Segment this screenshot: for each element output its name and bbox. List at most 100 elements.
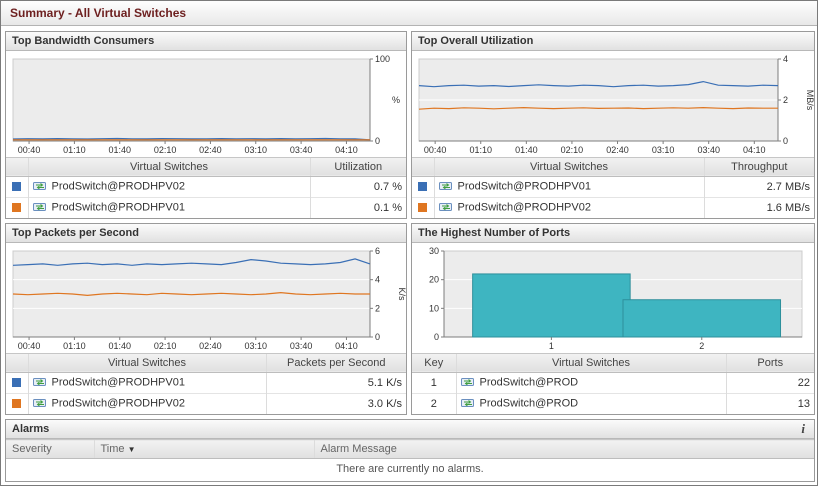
col-alarm-message[interactable]: Alarm Message xyxy=(313,439,814,459)
switch-link[interactable]: ProdSwitch@PROD xyxy=(479,376,579,389)
svg-text:04:10: 04:10 xyxy=(335,145,358,155)
switch-link[interactable]: ProdSwitch@PRODHPV01 xyxy=(51,376,185,389)
table-header-row: Virtual Switches Packets per Second xyxy=(6,352,406,373)
col-time[interactable]: Time ▼ xyxy=(93,439,314,459)
table-row[interactable]: ProdSwitch@PRODHPV02 3.0 K/s xyxy=(6,392,406,414)
page-title: Summary - All Virtual Switches xyxy=(10,6,187,20)
col-time-label: Time xyxy=(100,443,125,455)
svg-text:100: 100 xyxy=(375,54,390,64)
switch-link[interactable]: ProdSwitch@PRODHPV02 xyxy=(51,397,185,410)
page-title-bar: Summary - All Virtual Switches xyxy=(1,1,817,26)
info-icon[interactable]: i xyxy=(801,421,805,436)
virtual-switch-icon xyxy=(438,179,454,194)
legend-column-header xyxy=(412,156,434,177)
table-row[interactable]: ProdSwitch@PRODHPV01 0.1 % xyxy=(6,196,406,218)
svg-text:1: 1 xyxy=(549,341,554,351)
svg-text:02:10: 02:10 xyxy=(154,341,177,351)
table-row[interactable]: ProdSwitch@PRODHPV02 1.6 MB/s xyxy=(412,196,814,218)
bandwidth-chart[interactable]: 0 100% 00:40 01:10 01:40 02:10 02:40 03:10 03:40… xyxy=(6,51,406,157)
ports-value: 13 xyxy=(725,392,814,414)
panel-title: Top Overall Utilization xyxy=(418,35,534,47)
throughput-value: 2.7 MB/s xyxy=(703,176,814,197)
svg-text:01:10: 01:10 xyxy=(63,341,86,351)
ports-chart[interactable]: 0 10 20 30 1 2 xyxy=(412,243,814,353)
virtual-switch-icon xyxy=(32,179,48,194)
ports-value: 22 xyxy=(725,372,814,393)
svg-text:0: 0 xyxy=(783,136,788,146)
svg-text:00:40: 00:40 xyxy=(18,341,41,351)
panel-top-packets-per-second: Top Packets per Second 0 2 4 6 K/s 00:40 01:10… xyxy=(5,223,407,415)
virtual-switch-icon xyxy=(460,396,476,411)
table-row[interactable]: ProdSwitch@PRODHPV01 2.7 MB/s xyxy=(412,176,814,197)
panel-header: Top Packets per Second xyxy=(6,224,406,243)
col-utilization: Utilization xyxy=(309,156,406,177)
table-header-row: Key Virtual Switches Ports xyxy=(412,352,814,373)
panel-header: Top Overall Utilization xyxy=(412,32,814,51)
packets-chart[interactable]: 0 2 4 6 K/s 00:40 01:10 01:40 02:10 02:40 03:10 03:… xyxy=(6,243,406,353)
svg-text:30: 30 xyxy=(429,246,439,256)
virtual-switch-icon xyxy=(32,396,48,411)
switch-link[interactable]: ProdSwitch@PRODHPV01 xyxy=(51,201,185,214)
svg-text:00:40: 00:40 xyxy=(18,145,41,155)
svg-text:4: 4 xyxy=(375,275,380,285)
panel-header: Top Bandwidth Consumers xyxy=(6,32,406,51)
panel-title: Top Bandwidth Consumers xyxy=(12,35,155,47)
svg-text:03:40: 03:40 xyxy=(290,145,313,155)
key-value: 1 xyxy=(430,376,437,389)
col-virtual-switches: Virtual Switches xyxy=(27,352,266,373)
svg-text:01:10: 01:10 xyxy=(63,145,86,155)
panel-alarms: Alarms i Severity Time ▼ Alarm Message T… xyxy=(5,419,815,482)
switch-link[interactable]: ProdSwitch@PRODHPV01 xyxy=(457,180,591,193)
col-ports: Ports xyxy=(725,352,814,373)
throughput-value: 1.6 MB/s xyxy=(703,196,814,218)
svg-text:01:40: 01:40 xyxy=(515,145,538,155)
svg-text:0: 0 xyxy=(375,136,380,146)
panel-highest-number-of-ports: The Highest Number of Ports 0 10 20 30 1 2 Ke… xyxy=(411,223,815,415)
svg-text:03:10: 03:10 xyxy=(244,341,267,351)
svg-text:04:10: 04:10 xyxy=(743,145,766,155)
switch-link[interactable]: ProdSwitch@PRODHPV02 xyxy=(457,201,591,214)
svg-text:01:10: 01:10 xyxy=(469,145,492,155)
series-color-swatch xyxy=(12,203,22,213)
svg-text:0: 0 xyxy=(375,332,380,342)
svg-text:K/s: K/s xyxy=(397,287,406,301)
series-color-swatch xyxy=(12,399,22,409)
svg-text:03:10: 03:10 xyxy=(244,145,267,155)
col-virtual-switches: Virtual Switches xyxy=(433,156,704,177)
svg-text:01:40: 01:40 xyxy=(108,341,131,351)
svg-text:03:10: 03:10 xyxy=(652,145,675,155)
col-severity[interactable]: Severity xyxy=(6,439,94,459)
table-row[interactable]: 2 ProdSwitch@PROD 13 xyxy=(412,392,814,414)
switch-link[interactable]: ProdSwitch@PRODHPV02 xyxy=(51,180,185,193)
table-header-row: Severity Time ▼ Alarm Message xyxy=(6,439,814,459)
svg-text:4: 4 xyxy=(783,54,788,64)
virtual-switch-icon xyxy=(438,200,454,215)
virtual-switch-icon xyxy=(32,375,48,390)
bandwidth-table: Virtual Switches Utilization ProdSwitch@… xyxy=(6,156,406,218)
svg-text:00:40: 00:40 xyxy=(424,145,447,155)
svg-text:02:40: 02:40 xyxy=(606,145,629,155)
svg-text:0: 0 xyxy=(434,332,439,342)
panel-title: Top Packets per Second xyxy=(12,227,139,239)
switch-link[interactable]: ProdSwitch@PROD xyxy=(479,397,579,410)
col-packets-per-second: Packets per Second xyxy=(265,352,406,373)
panel-header: The Highest Number of Ports xyxy=(412,224,814,243)
utilization-value: 0.7 % xyxy=(309,176,406,197)
panel-title: The Highest Number of Ports xyxy=(418,227,571,239)
table-row[interactable]: ProdSwitch@PRODHPV02 0.7 % xyxy=(6,176,406,197)
svg-text:20: 20 xyxy=(429,275,439,285)
col-virtual-switches: Virtual Switches xyxy=(455,352,726,373)
table-row[interactable]: ProdSwitch@PRODHPV01 5.1 K/s xyxy=(6,372,406,393)
packets-value: 3.0 K/s xyxy=(265,392,406,414)
utilization-chart[interactable]: 0 2 4 MB/s 00:40 01:10 01:40 02:10 02:40 03:10 03:… xyxy=(412,51,814,157)
table-row[interactable]: 1 ProdSwitch@PROD 22 xyxy=(412,372,814,393)
svg-text:02:10: 02:10 xyxy=(561,145,584,155)
col-key: Key xyxy=(412,352,456,373)
svg-text:6: 6 xyxy=(375,246,380,256)
svg-text:02:40: 02:40 xyxy=(199,341,222,351)
table-header-row: Virtual Switches Throughput xyxy=(412,156,814,177)
virtual-switch-icon xyxy=(32,200,48,215)
svg-text:03:40: 03:40 xyxy=(697,145,720,155)
svg-text:02:40: 02:40 xyxy=(199,145,222,155)
